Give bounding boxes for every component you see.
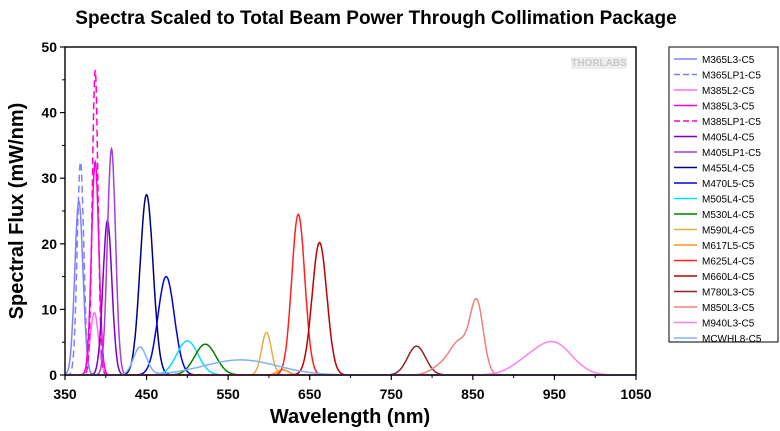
legend-label-m780l3-c5: M780L3-C5 xyxy=(702,288,755,299)
series-m455l4-c5 xyxy=(65,193,636,376)
watermark-badge xyxy=(571,57,627,69)
legend-label-m365lp1-c5: M365LP1-C5 xyxy=(702,71,761,82)
plot-frame xyxy=(64,46,637,376)
legend-label-m365l3-c5: M365L3-C5 xyxy=(702,55,755,66)
legend-label-m530l4-c5: M530L4-C5 xyxy=(702,210,755,221)
x-tick-label: 350 xyxy=(53,386,77,402)
y-axis-ticks: 0 10 20 30 40 50 xyxy=(41,39,65,383)
legend-label-mcwhl8-c5: MCWHL8-C5 xyxy=(702,334,762,345)
legend-label-m617l5-c5: M617L5-C5 xyxy=(702,241,755,252)
watermark-text: THORLABS xyxy=(571,58,627,69)
legend: M365L3-C5 M365LP1-C5 M385L2-C5 M385L3-C5 M38… xyxy=(674,55,762,345)
series-m625l4-c5 xyxy=(65,213,636,376)
y-tick-label: 30 xyxy=(41,170,57,186)
x-tick-label: 750 xyxy=(380,386,404,402)
series-m850l3-c5 xyxy=(65,297,636,376)
legend-label-m455l4-c5: M455L4-C5 xyxy=(702,164,755,175)
series-m385l3-c5 xyxy=(65,159,636,376)
y-tick-label: 20 xyxy=(41,236,57,252)
x-tick-label: 650 xyxy=(298,386,322,402)
legend-label-m385lp1-c5: M385LP1-C5 xyxy=(702,117,761,128)
x-tick-label: 950 xyxy=(543,386,567,402)
y-tick-label: 0 xyxy=(49,367,57,383)
legend-label-m590l4-c5: M590L4-C5 xyxy=(702,226,755,237)
x-tick-label: 450 xyxy=(135,386,159,402)
legend-label-m505l4-c5: M505L4-C5 xyxy=(702,195,755,206)
legend-label-m940l3-c5: M940L3-C5 xyxy=(702,319,755,330)
legend-label-m625l4-c5: M625L4-C5 xyxy=(702,257,755,268)
legend-label-m405lp1-c5: M405LP1-C5 xyxy=(702,148,761,159)
x-tick-label: 550 xyxy=(216,386,240,402)
x-axis-ticks: 350 450 550 650 750 850 950 1050 xyxy=(53,375,652,402)
x-axis-label: Wavelength (nm) xyxy=(270,406,430,428)
legend-label-m385l2-c5: M385L2-C5 xyxy=(702,86,755,97)
legend-label-m660l4-c5: M660L4-C5 xyxy=(702,272,755,283)
legend-label-m850l3-c5: M850L3-C5 xyxy=(702,303,755,314)
legend-label-m385l3-c5: M385L3-C5 xyxy=(702,102,755,113)
plot-series xyxy=(64,69,636,376)
series-m470l5-c5 xyxy=(65,275,636,376)
chart-title: Spectra Scaled to Total Beam Power Throu… xyxy=(75,8,676,29)
series-m365lp1-c5 xyxy=(65,161,636,376)
y-tick-label: 50 xyxy=(41,39,57,55)
series-m660l4-c5 xyxy=(65,241,636,376)
legend-label-m405l4-c5: M405L4-C5 xyxy=(702,133,755,144)
thorlabs-watermark: THORLABS xyxy=(571,57,627,69)
legend-box xyxy=(668,46,779,343)
series-m405l4-c5 xyxy=(65,219,636,376)
legend-label-m470l5-c5: M470L5-C5 xyxy=(702,179,755,190)
x-tick-label: 1050 xyxy=(620,386,651,402)
y-tick-label: 40 xyxy=(41,105,57,121)
series-m590l4-c5 xyxy=(65,331,636,376)
y-tick-label: 10 xyxy=(41,301,57,317)
x-tick-label: 850 xyxy=(461,386,485,402)
y-axis-label: Spectral Flux (mW/nm) xyxy=(6,103,28,320)
